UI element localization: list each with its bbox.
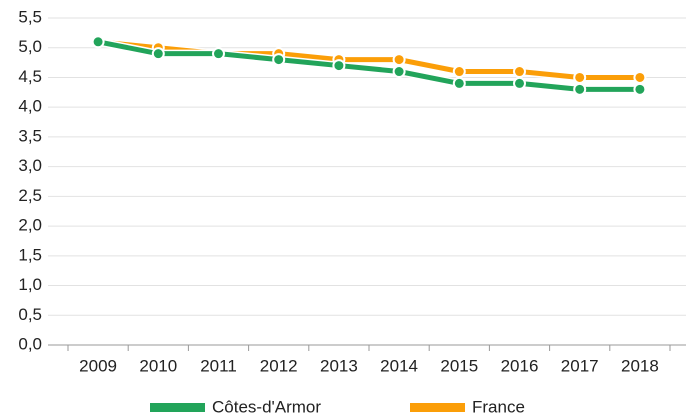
y-tick-label: 0,0 [18,334,42,353]
point [633,82,647,96]
point [392,65,406,79]
point [452,65,466,79]
y-tick-label: 0,5 [18,305,42,324]
point [91,35,105,49]
point [573,70,587,84]
y-tick-label: 5,0 [18,37,42,56]
y-tick-label: 1,5 [18,245,42,264]
point [573,82,587,96]
series [91,35,647,96]
point [332,59,346,73]
x-tick-label: 2017 [561,356,599,375]
y-tick-label: 5,5 [18,7,42,26]
y-tick-label: 1,0 [18,275,42,294]
y-tick-label: 2,5 [18,186,42,205]
y-tick-label: 4,0 [18,97,42,116]
x-tick-label: 2015 [440,356,478,375]
y-tick-label: 3,5 [18,126,42,145]
point [212,47,225,61]
legend-label: Côtes-d'Armor [212,397,321,416]
legend-swatch [410,403,465,412]
x-tick-label: 2013 [320,356,358,375]
point [272,53,286,67]
y-tick-label: 3,0 [18,156,42,175]
legend-label: France [472,397,525,416]
series-line [97,39,640,92]
x-tick-label: 2011 [200,356,237,375]
y-tick-label: 4,5 [18,67,42,86]
x-tick-label: 2010 [139,356,177,375]
point [633,70,647,84]
point [452,76,466,90]
point [392,53,406,67]
point [513,65,526,79]
point [513,76,526,90]
series [91,35,647,84]
x-tick-label: 2012 [260,356,298,375]
legend-swatch [150,403,205,412]
point [151,47,165,61]
x-tick-label: 2014 [380,356,418,375]
x-tick-label: 2016 [501,356,539,375]
x-tick-label: 2018 [621,356,659,375]
y-tick-label: 2,0 [18,216,42,235]
x-tick-label: 2009 [79,356,117,375]
